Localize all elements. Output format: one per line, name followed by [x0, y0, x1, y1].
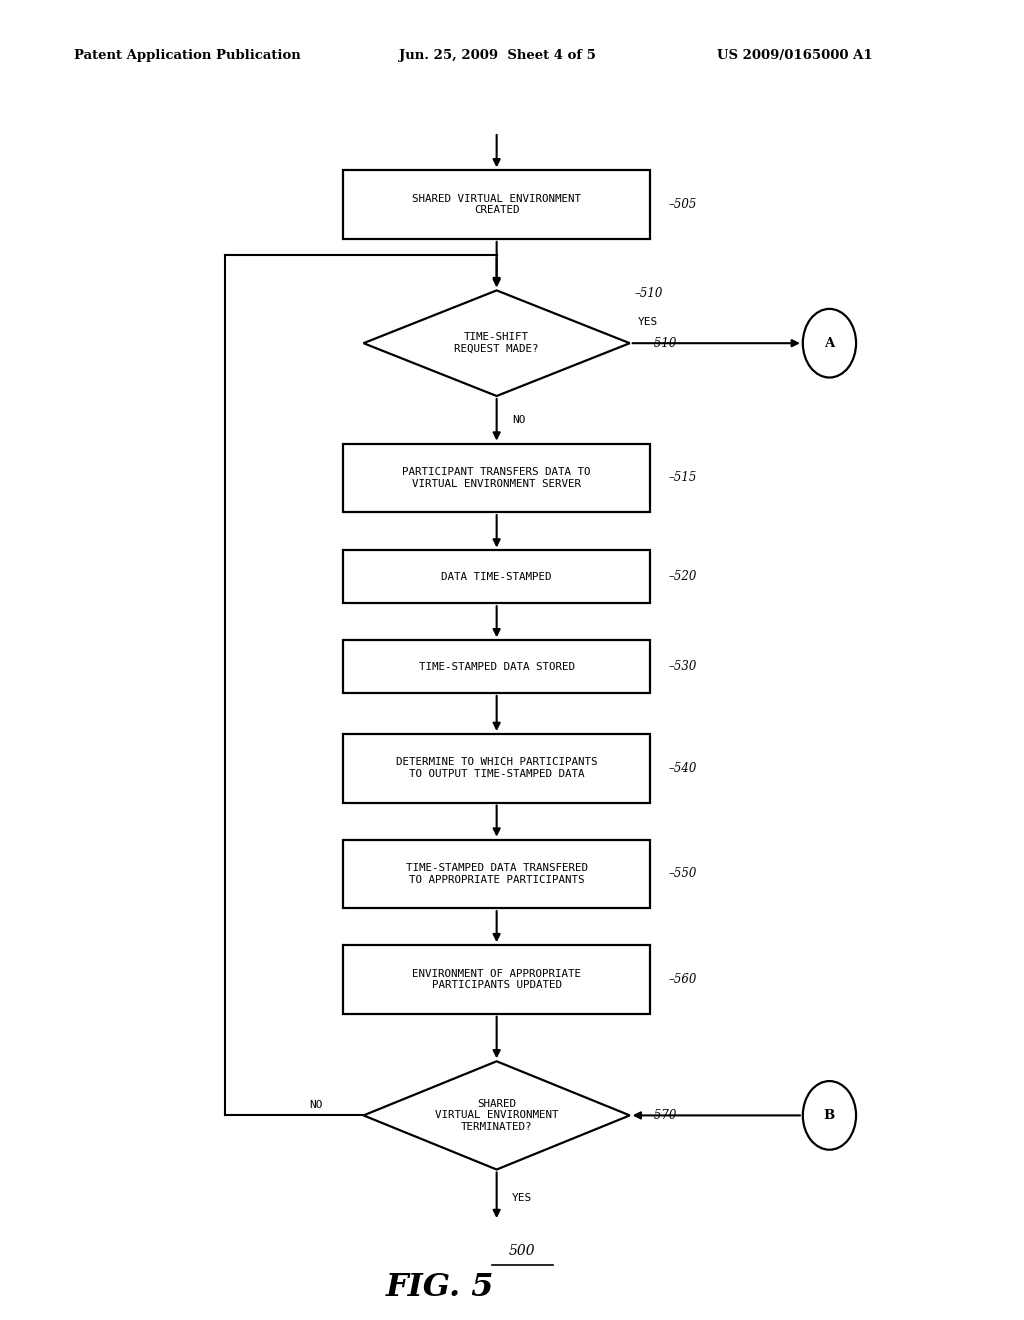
Text: A: A: [824, 337, 835, 350]
Text: NO: NO: [309, 1100, 323, 1110]
Text: –560: –560: [669, 973, 697, 986]
Text: –550: –550: [669, 867, 697, 880]
Circle shape: [803, 309, 856, 378]
Text: YES: YES: [638, 317, 658, 327]
Text: SHARED VIRTUAL ENVIRONMENT
CREATED: SHARED VIRTUAL ENVIRONMENT CREATED: [412, 194, 582, 215]
Text: –570: –570: [648, 1109, 677, 1122]
Text: –515: –515: [669, 471, 697, 484]
Text: –510: –510: [648, 337, 677, 350]
Text: DETERMINE TO WHICH PARTICIPANTS
TO OUTPUT TIME-STAMPED DATA: DETERMINE TO WHICH PARTICIPANTS TO OUTPU…: [396, 758, 597, 779]
Text: –530: –530: [669, 660, 697, 673]
Text: Jun. 25, 2009  Sheet 4 of 5: Jun. 25, 2009 Sheet 4 of 5: [399, 49, 596, 62]
Text: NO: NO: [512, 414, 525, 425]
Text: TIME-STAMPED DATA STORED: TIME-STAMPED DATA STORED: [419, 661, 574, 672]
FancyBboxPatch shape: [343, 945, 650, 1014]
Text: TIME-STAMPED DATA TRANSFERED
TO APPROPRIATE PARTICIPANTS: TIME-STAMPED DATA TRANSFERED TO APPROPRI…: [406, 863, 588, 884]
Polygon shape: [364, 290, 630, 396]
FancyBboxPatch shape: [343, 444, 650, 512]
Text: DATA TIME-STAMPED: DATA TIME-STAMPED: [441, 572, 552, 582]
Text: –505: –505: [669, 198, 697, 211]
Text: SHARED
VIRTUAL ENVIRONMENT
TERMINATED?: SHARED VIRTUAL ENVIRONMENT TERMINATED?: [435, 1098, 558, 1133]
Circle shape: [803, 1081, 856, 1150]
Text: 500: 500: [509, 1245, 536, 1258]
Text: TIME-SHIFT
REQUEST MADE?: TIME-SHIFT REQUEST MADE?: [455, 333, 539, 354]
Text: US 2009/0165000 A1: US 2009/0165000 A1: [717, 49, 872, 62]
Text: –540: –540: [669, 762, 697, 775]
Text: B: B: [824, 1109, 835, 1122]
Text: –510: –510: [635, 286, 664, 300]
Polygon shape: [364, 1061, 630, 1170]
FancyBboxPatch shape: [343, 734, 650, 803]
Text: YES: YES: [512, 1193, 532, 1204]
Text: ENVIRONMENT OF APPROPRIATE
PARTICIPANTS UPDATED: ENVIRONMENT OF APPROPRIATE PARTICIPANTS …: [412, 969, 582, 990]
Text: –520: –520: [669, 570, 697, 583]
Text: FIG. 5: FIG. 5: [386, 1271, 495, 1303]
FancyBboxPatch shape: [343, 840, 650, 908]
FancyBboxPatch shape: [343, 550, 650, 603]
Text: PARTICIPANT TRANSFERS DATA TO
VIRTUAL ENVIRONMENT SERVER: PARTICIPANT TRANSFERS DATA TO VIRTUAL EN…: [402, 467, 591, 488]
FancyBboxPatch shape: [343, 170, 650, 239]
Text: Patent Application Publication: Patent Application Publication: [74, 49, 300, 62]
FancyBboxPatch shape: [343, 640, 650, 693]
